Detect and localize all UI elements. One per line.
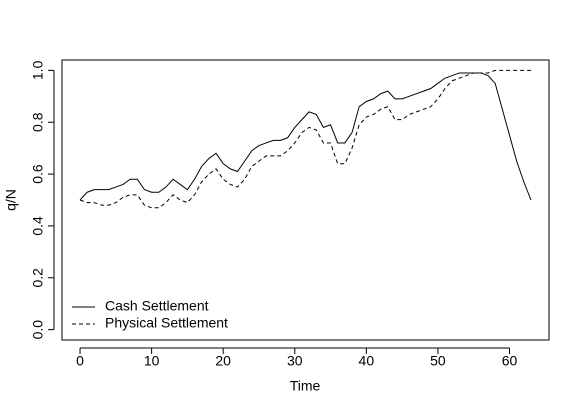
y-tick-label: 0.6 — [30, 164, 46, 184]
legend-label: Cash Settlement — [105, 298, 209, 314]
y-axis-label: q/N — [3, 189, 19, 211]
x-tick-label: 60 — [502, 353, 518, 369]
plot-box — [61, 59, 550, 341]
x-tick-label: 50 — [430, 353, 446, 369]
y-tick-label: 0.0 — [30, 320, 46, 340]
x-tick-label: 20 — [215, 353, 231, 369]
x-tick-label: 10 — [144, 353, 160, 369]
y-tick-label: 0.8 — [30, 112, 46, 132]
y-tick-label: 1.0 — [30, 60, 46, 80]
series-line — [79, 72, 532, 201]
x-tick-label: 40 — [359, 353, 375, 369]
y-tick-label: 0.2 — [30, 268, 46, 288]
legend-label: Physical Settlement — [105, 315, 228, 331]
x-axis-label: Time — [290, 378, 321, 394]
series-line — [79, 69, 531, 209]
x-tick-label: 30 — [287, 353, 303, 369]
x-tick-label: 0 — [76, 353, 84, 369]
y-tick-label: 0.4 — [30, 216, 46, 236]
